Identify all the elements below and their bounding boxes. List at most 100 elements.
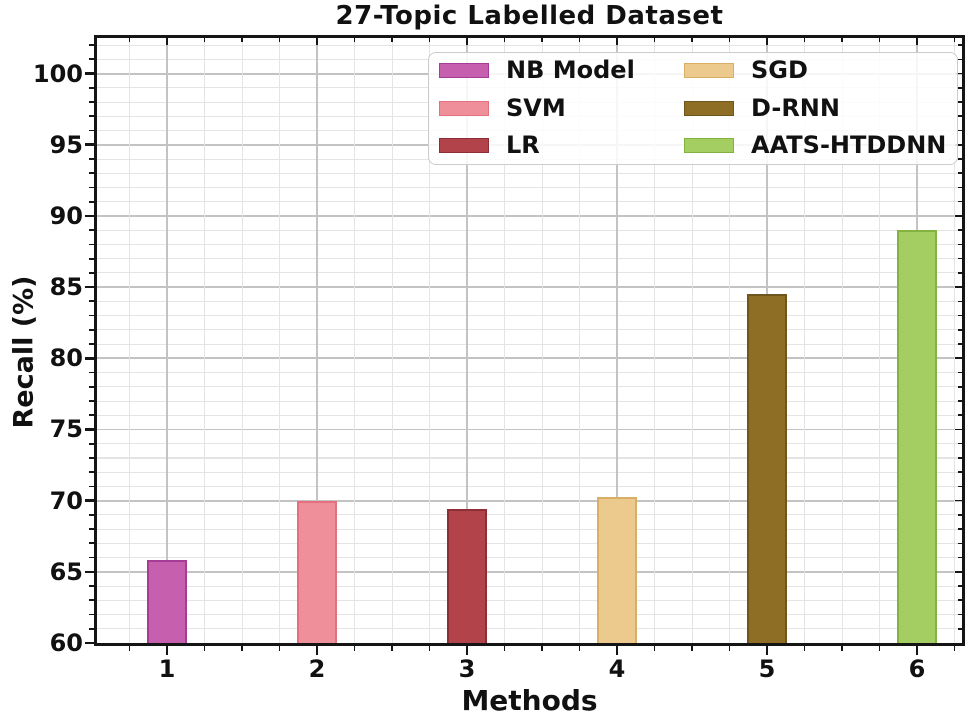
bar-svm — [296, 500, 338, 643]
gridline-v — [429, 38, 431, 643]
right-tick — [955, 286, 962, 288]
right-tick — [958, 257, 962, 260]
y-tick — [89, 300, 94, 303]
right-tick — [958, 585, 962, 587]
right-tick — [958, 400, 962, 402]
gridline-h — [97, 528, 962, 530]
right-tick — [958, 172, 962, 175]
x-tick — [428, 646, 431, 651]
right-tick — [958, 542, 962, 545]
x-tick-label: 5 — [758, 655, 776, 683]
legend-label: D-RNN — [751, 93, 840, 122]
legend-swatch-aats-htddnn — [684, 138, 734, 153]
y-tick — [85, 143, 94, 147]
gridline-h — [97, 329, 962, 331]
legend-swatch-lr — [439, 138, 489, 153]
gridline-v — [279, 38, 281, 643]
x-tick — [128, 646, 131, 651]
x-tick — [578, 646, 581, 651]
top-tick — [203, 38, 206, 42]
top-tick — [653, 38, 656, 42]
right-tick — [958, 414, 962, 417]
gridline-h — [97, 44, 962, 46]
gridline-h — [97, 499, 962, 502]
gridline-h — [97, 215, 962, 217]
right-tick — [958, 371, 962, 374]
x-tick — [353, 646, 356, 651]
x-tick — [165, 646, 169, 655]
x-tick — [465, 646, 469, 655]
right-tick — [958, 87, 962, 89]
gridline-h — [97, 414, 962, 416]
right-tick — [955, 72, 962, 75]
right-tick — [955, 428, 962, 431]
gridline-h — [97, 514, 962, 516]
gridline-v — [804, 38, 806, 643]
bar-lr — [446, 509, 488, 643]
gridline-v — [504, 38, 506, 643]
gridline-v — [166, 38, 169, 643]
x-tick — [653, 646, 656, 651]
gridline-h — [97, 300, 962, 302]
y-tick — [89, 343, 94, 345]
y-tick — [89, 314, 94, 317]
right-tick — [958, 457, 962, 459]
x-tick-label: 1 — [158, 655, 176, 683]
y-tick — [89, 271, 94, 274]
gridline-h — [97, 272, 962, 274]
y-tick — [89, 485, 94, 488]
y-tick-label: 70 — [49, 486, 83, 515]
x-tick — [953, 646, 956, 651]
x-tick — [915, 646, 919, 655]
gridline-v — [841, 38, 843, 643]
top-tick — [916, 38, 918, 45]
legend-label: AATS-HTDDNN — [751, 131, 947, 159]
y-tick — [89, 58, 94, 61]
top-tick — [391, 38, 393, 42]
y-tick — [89, 585, 94, 587]
bar-nb-model — [146, 560, 188, 643]
y-tick — [89, 627, 94, 630]
legend: NB Model SVM LR SGD D-RNN AATS-HTDDNN — [428, 52, 958, 165]
gridline-v — [541, 38, 543, 643]
top-tick — [803, 38, 806, 42]
y-tick — [85, 428, 94, 431]
right-tick — [958, 158, 962, 160]
gridline-h — [97, 243, 962, 245]
right-tick — [958, 272, 962, 274]
y-tick — [89, 200, 94, 203]
legend-label: LR — [506, 131, 540, 159]
x-tick — [541, 646, 543, 651]
gridline-h — [97, 485, 962, 487]
gridline-h — [97, 172, 962, 174]
x-tick — [278, 646, 281, 651]
x-tick — [765, 646, 769, 655]
y-tick — [89, 542, 94, 545]
right-tick — [958, 58, 962, 61]
right-tick — [955, 571, 962, 573]
gridline-v — [654, 38, 656, 643]
y-tick — [85, 285, 94, 289]
top-tick — [316, 38, 318, 45]
top-tick — [841, 38, 843, 42]
y-tick-label: 75 — [49, 415, 83, 444]
y-tick — [85, 356, 94, 360]
top-tick — [616, 38, 618, 45]
right-tick — [958, 613, 962, 616]
gridline-h — [97, 628, 962, 630]
right-tick — [958, 385, 962, 388]
y-tick — [89, 115, 94, 118]
gridline-v — [879, 38, 881, 643]
gridline-h — [97, 201, 962, 203]
y-tick — [89, 613, 94, 616]
gridline-h — [97, 372, 962, 374]
y-tick — [89, 442, 94, 445]
y-tick — [89, 556, 94, 559]
right-tick — [958, 314, 962, 317]
gridline-v — [579, 38, 581, 643]
top-tick — [278, 38, 281, 42]
y-tick-label: 65 — [49, 557, 83, 586]
x-tick-label: 2 — [308, 655, 326, 683]
right-tick — [958, 200, 962, 203]
x-tick — [391, 646, 393, 651]
